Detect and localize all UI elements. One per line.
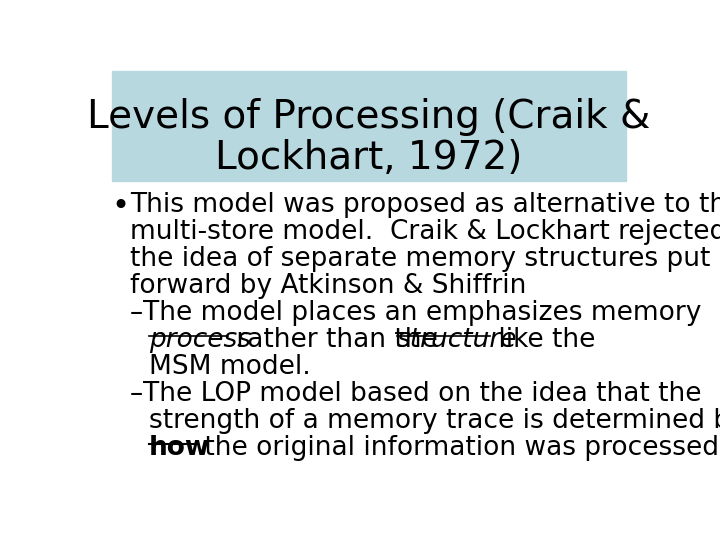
Text: rather than the: rather than the [228,327,446,353]
Text: structure: structure [397,327,517,353]
Text: Levels of Processing (Craik &: Levels of Processing (Craik & [87,98,651,136]
Text: process: process [148,327,251,353]
Text: multi-store model.  Craik & Lockhart rejected: multi-store model. Craik & Lockhart reje… [130,219,720,245]
Text: strength of a memory trace is determined by: strength of a memory trace is determined… [148,408,720,434]
Text: Lockhart, 1972): Lockhart, 1972) [215,139,523,177]
Text: the idea of separate memory structures put: the idea of separate memory structures p… [130,246,711,272]
Text: forward by Atkinson & Shiffrin: forward by Atkinson & Shiffrin [130,273,526,299]
Text: –The model places an emphasizes memory: –The model places an emphasizes memory [130,300,701,326]
Text: like the: like the [490,327,595,353]
Text: how: how [148,435,210,461]
FancyBboxPatch shape [112,71,626,181]
Text: –The LOP model based on the idea that the: –The LOP model based on the idea that th… [130,381,702,407]
Text: the original information was processed: the original information was processed [196,435,719,461]
Text: MSM model.: MSM model. [148,354,310,380]
Text: •: • [111,192,130,221]
Text: This model was proposed as alternative to the: This model was proposed as alternative t… [130,192,720,218]
